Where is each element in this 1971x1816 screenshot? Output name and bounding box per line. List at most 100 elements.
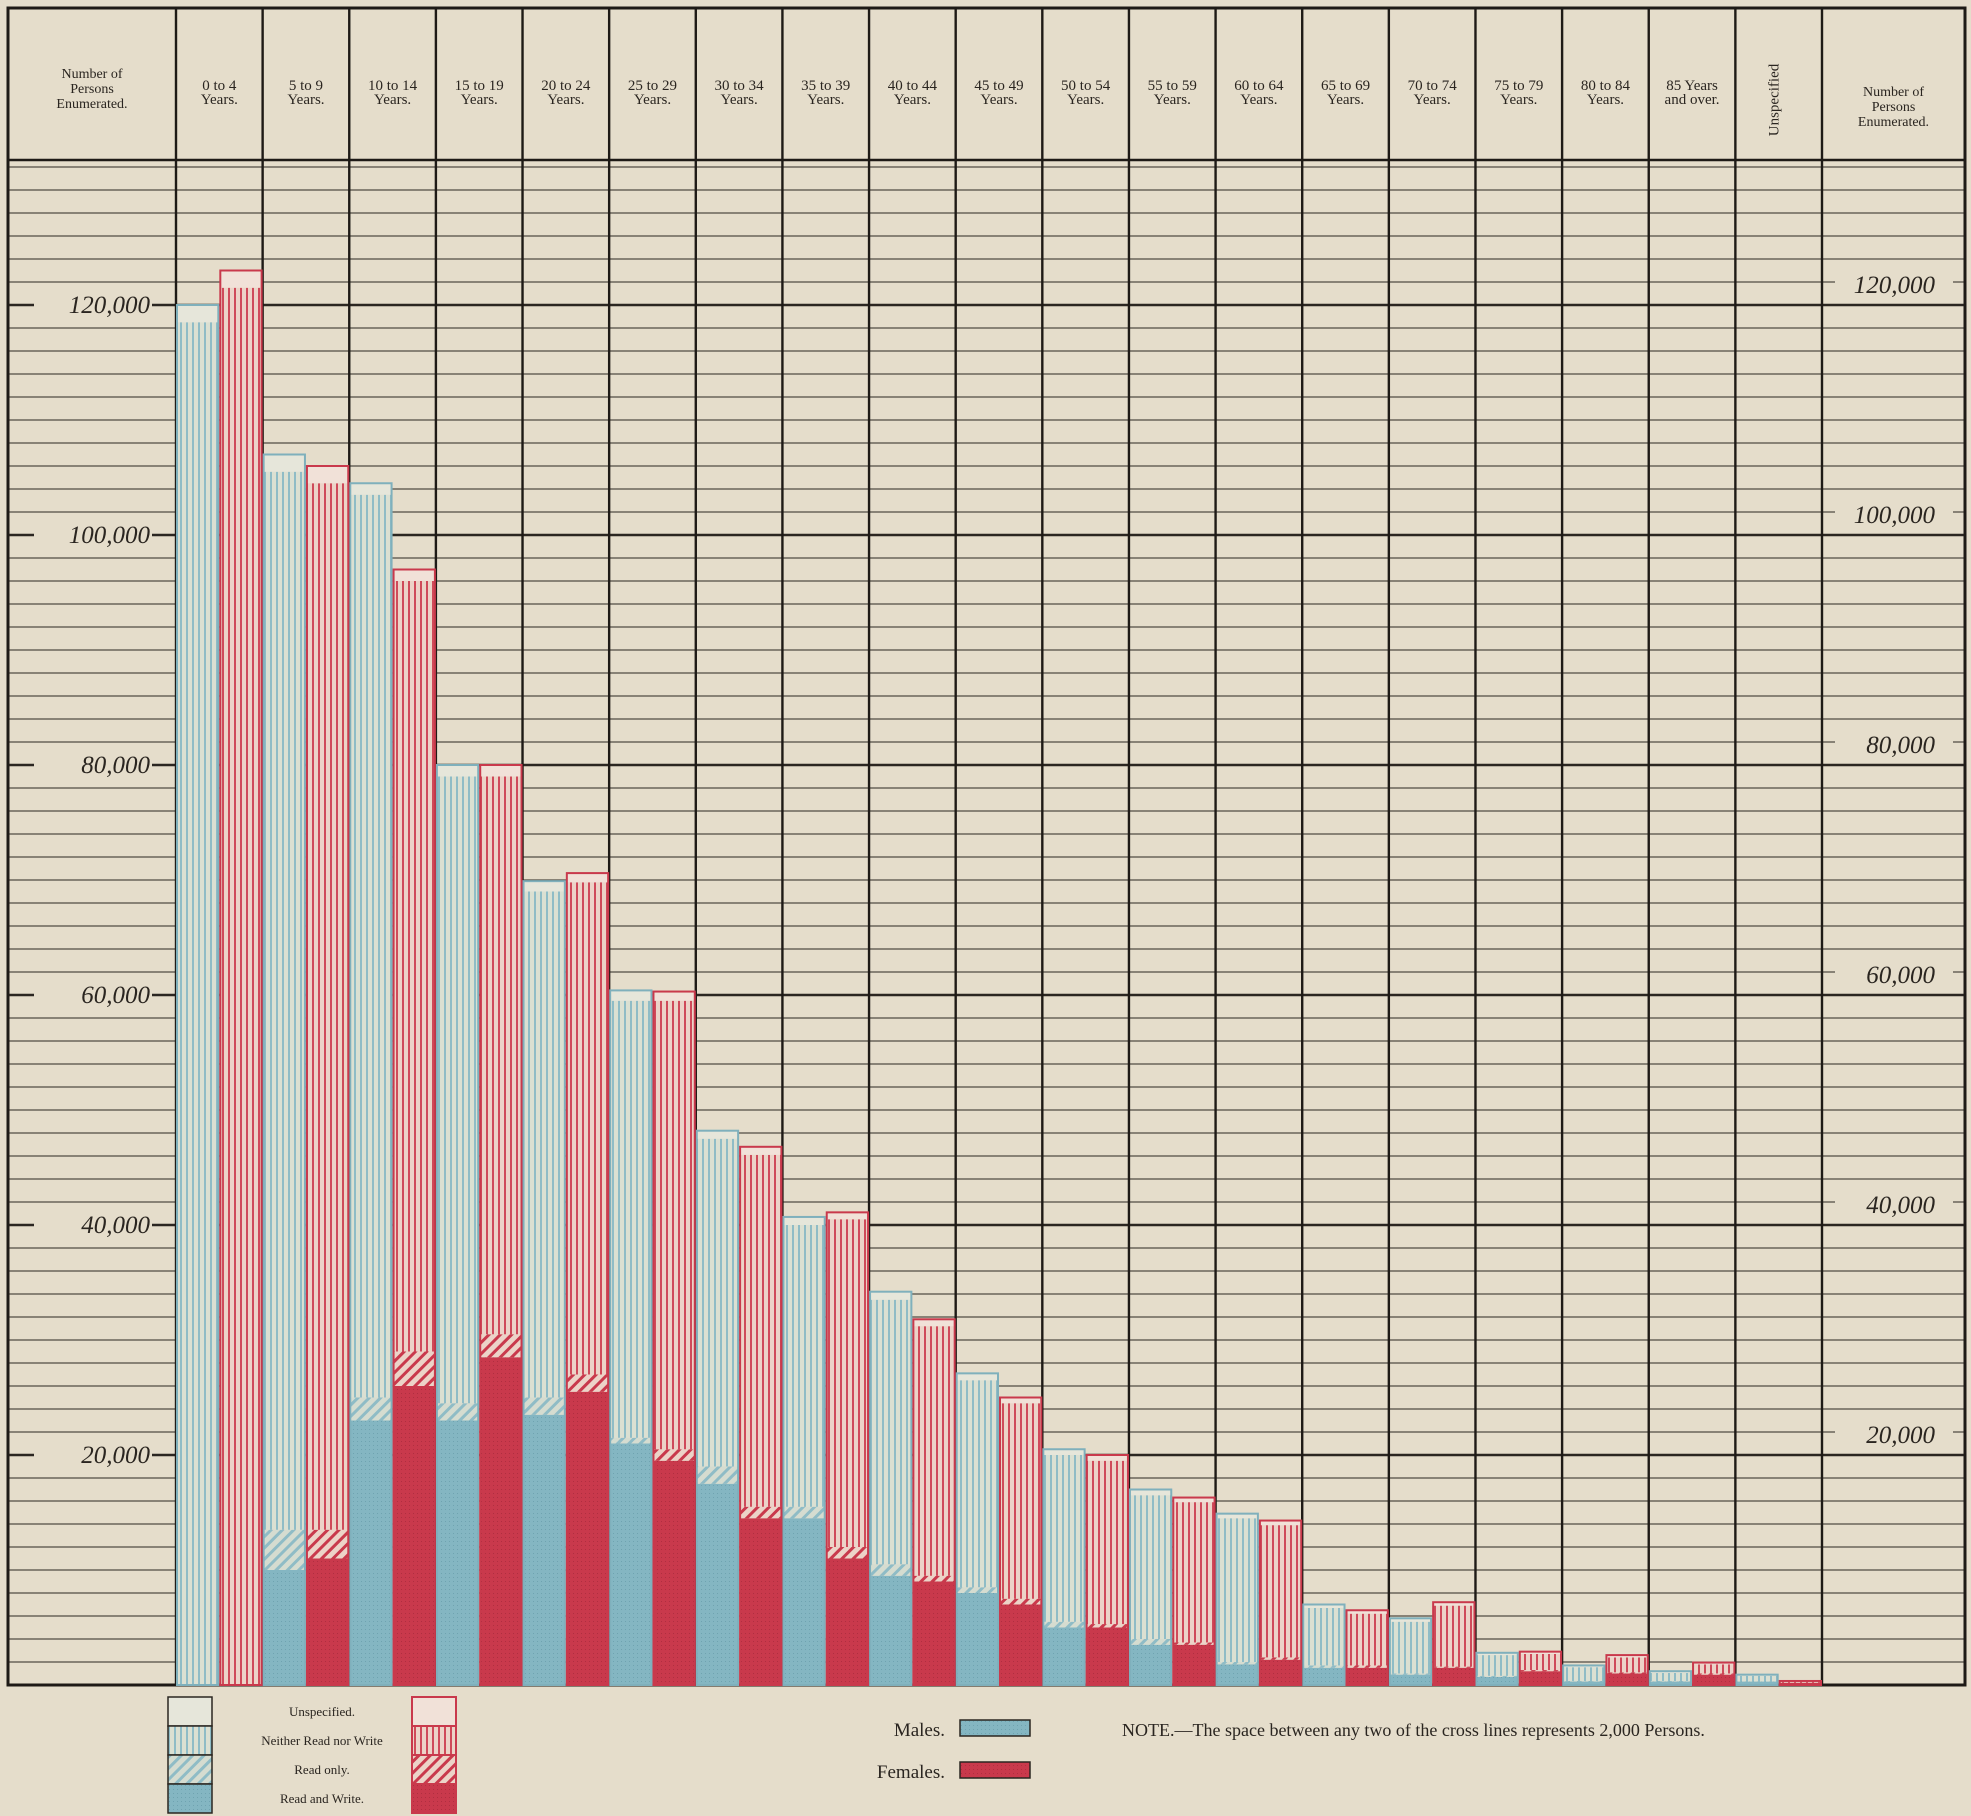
bar-male-unspecified	[956, 1373, 998, 1381]
bar-outline-male	[1215, 1512, 1259, 1687]
bar-male-unspecified	[1129, 1489, 1172, 1496]
bar-outline-female	[652, 990, 696, 1686]
bar-male-unspecified	[1043, 1449, 1085, 1455]
bar-female-read-only	[913, 1575, 955, 1582]
bar-outline-female	[565, 872, 610, 1686]
bar-female-read-only	[1259, 1657, 1302, 1660]
bar-male-neither	[1216, 1518, 1258, 1662]
bar-outline-male	[1302, 1603, 1346, 1686]
bar-female-read-only	[1173, 1642, 1215, 1645]
legend-swatch-female	[411, 1783, 457, 1814]
bar-male-neither	[1043, 1455, 1085, 1622]
bar-outline-male	[1128, 1488, 1173, 1686]
bar-outline-female	[1778, 1679, 1822, 1686]
category-label: 30 to 34 Years.	[715, 78, 765, 108]
category-label: 75 to 79 Years.	[1494, 78, 1543, 108]
bar-outline-male	[955, 1372, 999, 1686]
legend: Unspecified. Neither Read nor Write Read o…	[167, 1696, 1031, 1814]
bar-female-neither	[1519, 1653, 1562, 1671]
right-axis-header: Number of Persons Enumerated.	[1858, 85, 1929, 130]
bar-male-neither	[436, 776, 479, 1404]
bar-male-read-only	[263, 1529, 305, 1570]
bar-male-neither	[1303, 1607, 1345, 1666]
legend-swatch-male	[167, 1783, 213, 1814]
bar-outline-female	[219, 269, 263, 1686]
bar-female-neither	[1000, 1403, 1042, 1599]
bar-male-read-only	[1129, 1639, 1172, 1645]
bar-male-read-write	[696, 1483, 739, 1685]
bar-female-read-only	[1346, 1665, 1388, 1668]
bar-male-read-write	[350, 1420, 392, 1685]
bar-male-unspecified	[436, 765, 479, 777]
y-tick-label-right: 60,000	[1866, 962, 1935, 989]
bar-female-read-only	[1606, 1672, 1648, 1674]
legend-males-swatch	[959, 1719, 1031, 1737]
y-tick-label-left: 120,000	[69, 292, 151, 319]
legend-label: Unspecified.	[289, 1704, 355, 1719]
y-tick-label-right: 80,000	[1866, 732, 1935, 759]
y-tick-label-right: 20,000	[1866, 1422, 1935, 1449]
bar-female-read-only	[1519, 1670, 1562, 1672]
bar-male-read-write	[1303, 1667, 1345, 1685]
bar-female-unspecified	[1433, 1602, 1475, 1606]
bar-outline-female	[1085, 1454, 1129, 1686]
bar-outline-female	[1605, 1654, 1649, 1686]
bar-male-neither	[870, 1299, 912, 1565]
bar-female-unspecified	[1086, 1455, 1128, 1461]
legend-swatch-female	[411, 1725, 457, 1756]
bar-female-read-write	[1606, 1673, 1648, 1685]
bar-outline-male	[1475, 1651, 1519, 1687]
bar-outline-male	[869, 1290, 913, 1686]
bar-male-read-write	[1216, 1664, 1258, 1685]
bar-male-read-write	[1476, 1676, 1518, 1685]
legend-swatch-male	[167, 1696, 213, 1727]
bar-outline-female	[1432, 1601, 1476, 1686]
legend-males-label: Males.	[894, 1720, 945, 1741]
bar-male-read-write	[870, 1575, 912, 1685]
category-label: 0 to 4 Years.	[201, 78, 238, 108]
bar-female-unspecified	[1000, 1397, 1042, 1404]
bar-male-read-write	[783, 1518, 825, 1685]
bar-female-read-write	[1519, 1671, 1562, 1685]
category-label: 80 to 84 Years.	[1581, 78, 1631, 108]
bar-male-read-write	[1389, 1674, 1432, 1685]
bar-male-read-only	[350, 1397, 392, 1421]
bar-male-unspecified	[177, 305, 219, 323]
bar-male-neither	[1736, 1675, 1778, 1682]
bar-male-neither	[610, 1000, 652, 1438]
bar-female-neither	[1779, 1681, 1821, 1683]
bar-outline-male	[349, 482, 393, 1686]
bar-female-read-write	[566, 1391, 609, 1685]
bar-outline-female	[825, 1211, 870, 1686]
category-label: 15 to 19 Years.	[455, 78, 504, 108]
bar-female-read-write	[1086, 1627, 1128, 1685]
bar-female-read-write	[1259, 1659, 1302, 1685]
category-label: 85 Years and over.	[1665, 78, 1720, 108]
category-label: 50 to 54 Years.	[1061, 78, 1111, 108]
bar-female-neither	[1259, 1525, 1302, 1658]
bar-female-neither	[653, 1000, 695, 1450]
legend-label: Read only.	[294, 1762, 349, 1777]
category-label: 5 to 9 Years.	[287, 78, 324, 108]
bar-male-neither	[523, 891, 565, 1398]
bar-male-unspecified	[783, 1216, 825, 1225]
y-axis-ticks: 20,000 20,000 40,000 40,000 60,000 60,000 80,0…	[34, 271, 1953, 1469]
y-tick-label-right: 40,000	[1866, 1192, 1935, 1219]
bar-female-neither	[1086, 1460, 1128, 1625]
legend-females-swatch	[959, 1761, 1031, 1779]
chart-note: NOTE.—The space between any two of the c…	[1122, 1720, 1705, 1740]
bar-male-read-write	[436, 1420, 479, 1685]
bar-outline-male	[1648, 1670, 1693, 1686]
legend-swatch-female	[411, 1696, 457, 1727]
bar-female-neither	[393, 581, 435, 1352]
bar-male-read-only	[1563, 1680, 1605, 1682]
category-label: 55 to 59 Years.	[1148, 78, 1197, 108]
bar-outline-male	[435, 764, 480, 1686]
category-label: 65 to 69 Years.	[1321, 78, 1370, 108]
bar-outline-female	[1345, 1609, 1389, 1686]
column-headers: Number of Persons Enumerated. Number of Pers…	[56, 63, 1929, 136]
bar-male-neither	[1563, 1667, 1605, 1681]
category-label: 45 to 49 Years.	[974, 78, 1023, 108]
bar-male-read-write	[1649, 1681, 1692, 1685]
bar-female-unspecified	[913, 1319, 955, 1327]
